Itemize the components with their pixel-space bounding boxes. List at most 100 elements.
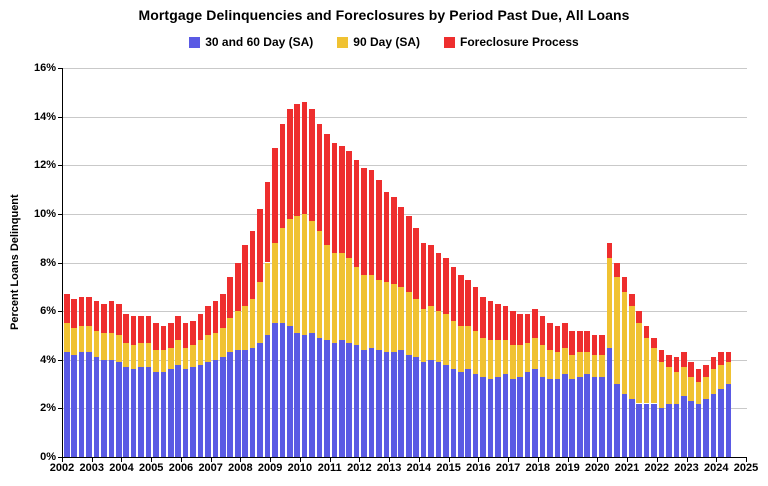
bar-foreclosure — [658, 350, 665, 363]
y-tick-label: 10% — [33, 207, 56, 220]
bar-90-day — [443, 313, 449, 365]
bar-90-day — [361, 274, 367, 351]
bar-90-day — [212, 333, 219, 360]
bar-30-60-day — [346, 342, 353, 457]
bar-30-60-day — [628, 398, 635, 457]
bar-90-day — [517, 345, 524, 377]
bar-30-60-day — [666, 403, 672, 457]
bar-90-day — [562, 347, 568, 375]
bar-30-60-day — [547, 379, 553, 457]
gridline — [63, 165, 747, 167]
x-tick-mark — [180, 458, 182, 462]
bar-90-day — [554, 352, 561, 380]
bar-90-day — [413, 298, 419, 358]
bar-foreclosure — [249, 230, 256, 299]
x-tick-label: 2007 — [198, 462, 223, 474]
bar-30-60-day — [502, 374, 509, 457]
bar-foreclosure — [391, 196, 397, 285]
bar-30-60-day — [257, 342, 263, 457]
bar-90-day — [680, 367, 687, 397]
bar-foreclosure — [383, 191, 390, 282]
bar-foreclosure — [420, 243, 427, 309]
bar-foreclosure — [450, 267, 457, 321]
x-tick-mark — [210, 458, 212, 462]
x-tick-label: 2013 — [376, 462, 402, 474]
bar-30-60-day — [718, 388, 724, 457]
x-tick-mark — [151, 458, 153, 462]
bar-foreclosure — [234, 262, 241, 312]
bar-30-60-day — [487, 379, 494, 457]
x-tick-mark — [746, 458, 747, 462]
bar-foreclosure — [666, 354, 672, 368]
x-tick-label: 2020 — [585, 462, 610, 474]
bar-30-60-day — [145, 367, 152, 457]
bar-90-day — [376, 279, 382, 351]
bar-foreclosure — [539, 315, 546, 346]
x-tick-label: 2017 — [495, 462, 521, 474]
x-tick-label: 2011 — [317, 462, 342, 474]
bar-30-60-day — [643, 403, 650, 457]
bar-90-day — [272, 243, 278, 324]
bar-foreclosure — [457, 274, 464, 326]
bar-30-60-day — [190, 367, 196, 457]
bar-90-day — [391, 284, 397, 353]
bar-30-60-day — [234, 350, 241, 457]
x-tick-label: 2016 — [466, 462, 491, 474]
x-tick-mark — [299, 458, 301, 462]
bar-30-60-day — [108, 359, 115, 457]
bar-90-day — [703, 376, 709, 399]
bar-foreclosure — [368, 170, 375, 275]
bar-90-day — [457, 325, 464, 372]
gridline — [63, 262, 747, 264]
bar-90-day — [153, 350, 159, 372]
bar-foreclosure — [242, 245, 248, 307]
bar-foreclosure — [376, 179, 382, 280]
legend-label: 90 Day (SA) — [353, 35, 420, 49]
bar-90-day — [695, 381, 702, 404]
y-tick-mark — [58, 457, 62, 458]
y-tick-mark — [58, 165, 62, 167]
bar-30-60-day — [316, 337, 323, 457]
bar-foreclosure — [517, 313, 524, 346]
bar-30-60-day — [413, 357, 419, 457]
bar-30-60-day — [309, 333, 315, 457]
bar-30-60-day — [301, 335, 308, 457]
bar-90-day — [539, 345, 546, 377]
bar-30-60-day — [562, 374, 568, 457]
x-tick-mark — [418, 458, 420, 462]
x-tick-mark — [656, 458, 658, 462]
y-tick-label: 8% — [40, 256, 56, 269]
bar-30-60-day — [703, 398, 709, 457]
x-tick-label: 2015 — [436, 462, 461, 474]
bar-foreclosure — [502, 306, 509, 341]
x-tick-mark — [686, 458, 688, 462]
bar-30-60-day — [457, 371, 464, 457]
bar-90-day — [190, 345, 196, 368]
bar-90-day — [301, 213, 308, 336]
bar-foreclosure — [361, 167, 367, 275]
bar-90-day — [286, 218, 293, 326]
x-tick-label: 2012 — [347, 462, 372, 474]
bar-90-day — [71, 328, 77, 355]
bar-90-day — [115, 335, 122, 363]
bar-30-60-day — [167, 369, 174, 457]
bar-30-60-day — [115, 362, 122, 457]
y-tick-mark — [58, 311, 62, 313]
bar-30-60-day — [212, 359, 219, 457]
bar-foreclosure — [472, 286, 479, 331]
bar-30-60-day — [383, 352, 390, 457]
bar-90-day — [160, 350, 167, 372]
bar-30-60-day — [450, 369, 457, 457]
bar-30-60-day — [636, 403, 642, 457]
x-tick-mark — [62, 458, 63, 462]
x-tick-mark — [359, 458, 361, 462]
x-tick-label: 2018 — [525, 462, 551, 474]
bar-foreclosure — [227, 277, 234, 319]
bar-30-60-day — [420, 362, 427, 457]
bar-30-60-day — [220, 357, 226, 457]
bar-foreclosure — [591, 335, 598, 355]
bar-90-day — [138, 342, 144, 368]
bar-foreclosure — [606, 243, 613, 258]
bar-foreclosure — [443, 257, 449, 314]
bar-90-day — [264, 262, 271, 336]
